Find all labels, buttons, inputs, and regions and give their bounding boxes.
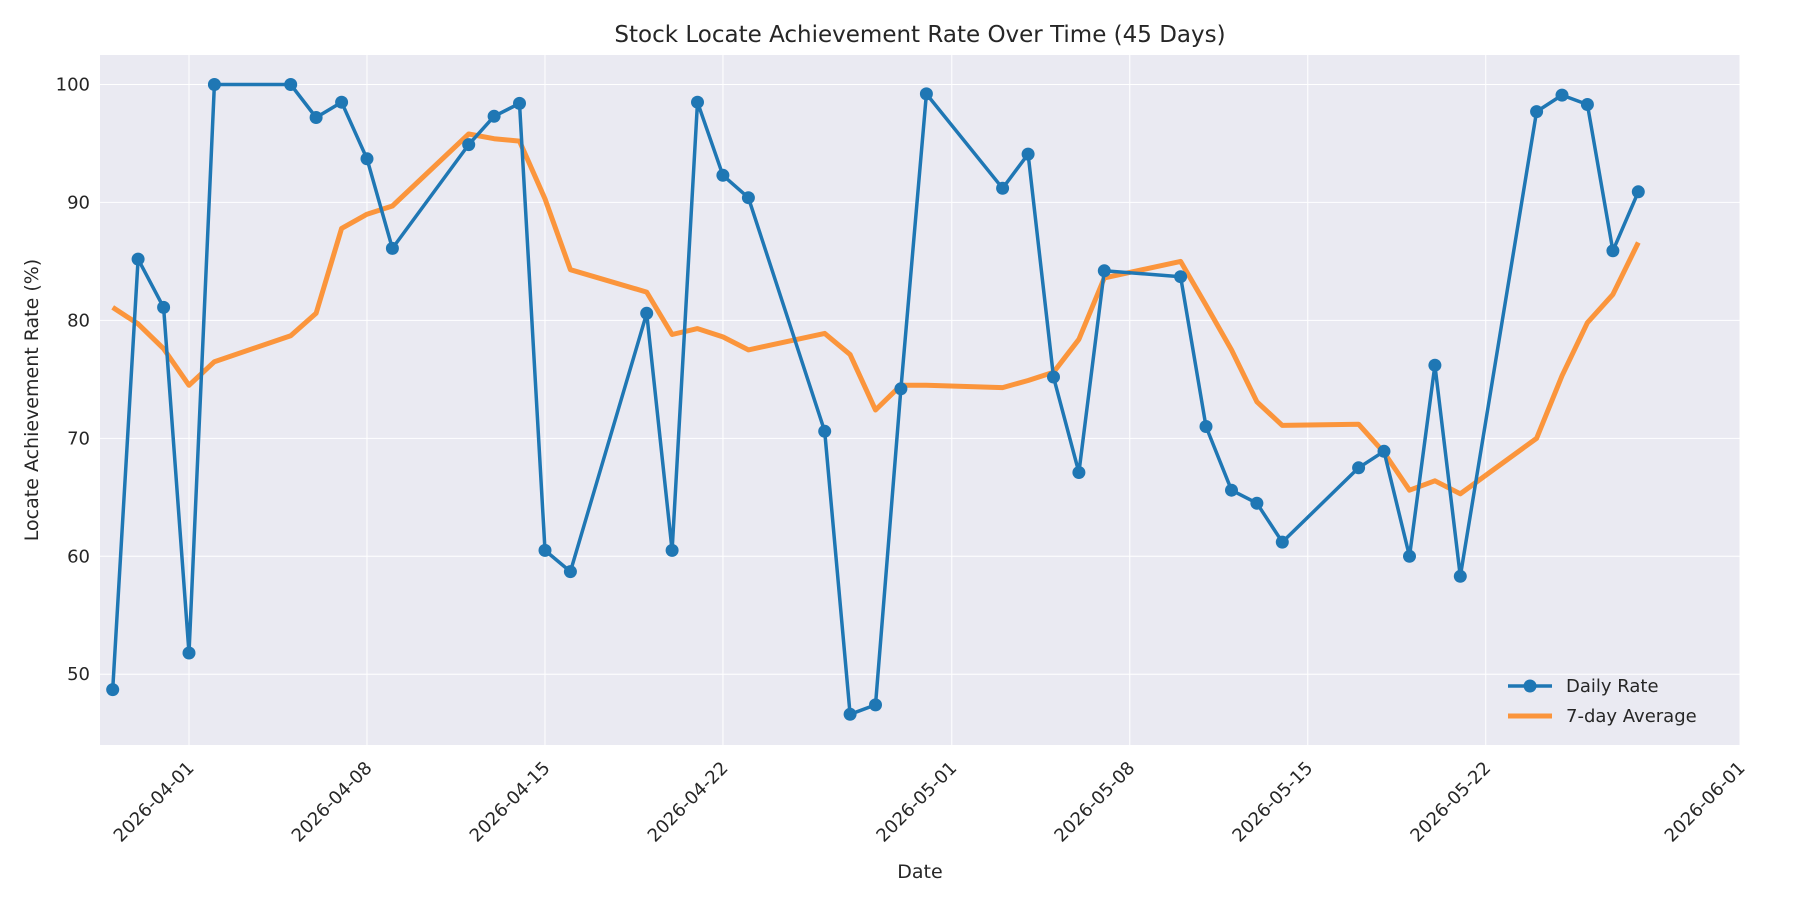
grid	[100, 55, 1741, 745]
y-tick-label: 100	[56, 74, 90, 95]
y-tick-label: 80	[67, 310, 90, 331]
data-point-daily-rate	[1606, 244, 1620, 258]
data-point-daily-rate	[487, 109, 501, 123]
x-tick-label: 2026-04-22	[644, 758, 733, 847]
data-point-daily-rate	[691, 95, 704, 109]
data-point-daily-rate	[360, 152, 374, 166]
data-point-daily-rate	[1225, 483, 1238, 497]
legend-label-daily: Daily Rate	[1566, 676, 1659, 697]
y-tick-label: 60	[67, 546, 90, 567]
data-point-daily-rate	[894, 382, 908, 396]
data-point-daily-rate	[385, 241, 399, 255]
data-point-daily-rate	[1530, 105, 1544, 119]
legend: Daily Rate 7-day Average	[1508, 676, 1697, 727]
data-point-daily-rate	[1275, 535, 1289, 549]
x-tick-label: 2026-05-15	[1228, 758, 1317, 847]
data-point-daily-rate	[1021, 147, 1035, 161]
data-point-daily-rate	[131, 252, 145, 266]
x-tick-label: 2026-05-08	[1050, 758, 1139, 847]
data-point-daily-rate	[1631, 185, 1645, 199]
data-point-daily-rate	[665, 543, 679, 557]
data-point-daily-rate	[996, 181, 1010, 195]
series-layer	[106, 78, 1645, 721]
data-point-daily-rate	[1047, 370, 1060, 384]
data-point-daily-rate	[462, 138, 476, 152]
y-axis-label: Locate Achievement Rate (%)	[21, 259, 43, 541]
data-point-daily-rate	[1377, 444, 1391, 458]
data-point-daily-rate	[1428, 358, 1442, 372]
x-axis-label: Date	[897, 861, 942, 883]
x-tick-label: 2026-06-01	[1661, 758, 1750, 847]
data-point-daily-rate	[1580, 98, 1594, 111]
data-point-daily-rate	[1352, 461, 1366, 475]
y-tick-label: 90	[67, 192, 90, 213]
y-tick-label: 50	[67, 664, 90, 685]
chart-title: Stock Locate Achievement Rate Over Time …	[614, 22, 1225, 48]
data-point-daily-rate	[1097, 264, 1111, 278]
data-point-daily-rate	[1199, 420, 1213, 433]
data-point-daily-rate	[157, 300, 171, 314]
data-point-daily-rate	[818, 424, 832, 438]
series-line-7day-average	[111, 131, 1641, 497]
data-point-daily-rate	[1555, 88, 1569, 102]
data-point-daily-rate	[869, 698, 882, 712]
data-point-daily-rate	[309, 111, 323, 124]
x-tick-label: 2026-05-01	[872, 758, 961, 847]
data-point-daily-rate	[207, 78, 221, 91]
legend-marker-daily	[1523, 679, 1537, 693]
x-tick-label: 2026-04-15	[466, 758, 555, 847]
data-point-daily-rate	[563, 565, 577, 579]
data-point-daily-rate	[538, 543, 552, 557]
data-point-daily-rate	[1174, 270, 1188, 284]
x-tick-label: 2026-04-08	[288, 758, 377, 847]
data-point-daily-rate	[513, 96, 526, 110]
data-point-daily-rate	[716, 168, 730, 182]
data-point-daily-rate	[1072, 466, 1086, 479]
data-point-daily-rate	[182, 646, 196, 660]
x-tick-label: 2026-05-22	[1406, 758, 1495, 847]
x-tick-label: 2026-04-01	[110, 758, 199, 847]
data-point-daily-rate	[640, 306, 654, 320]
data-point-daily-rate	[1250, 496, 1264, 510]
data-point-daily-rate	[741, 191, 755, 205]
data-point-daily-rate	[335, 95, 349, 109]
data-point-daily-rate	[1453, 569, 1467, 583]
data-point-daily-rate	[1403, 549, 1416, 563]
data-point-daily-rate	[843, 707, 857, 721]
y-tick-label: 70	[67, 428, 90, 449]
data-point-daily-rate	[106, 683, 120, 697]
data-point-daily-rate	[284, 78, 298, 91]
legend-label-average: 7-day Average	[1566, 706, 1697, 727]
data-point-daily-rate	[919, 87, 933, 101]
